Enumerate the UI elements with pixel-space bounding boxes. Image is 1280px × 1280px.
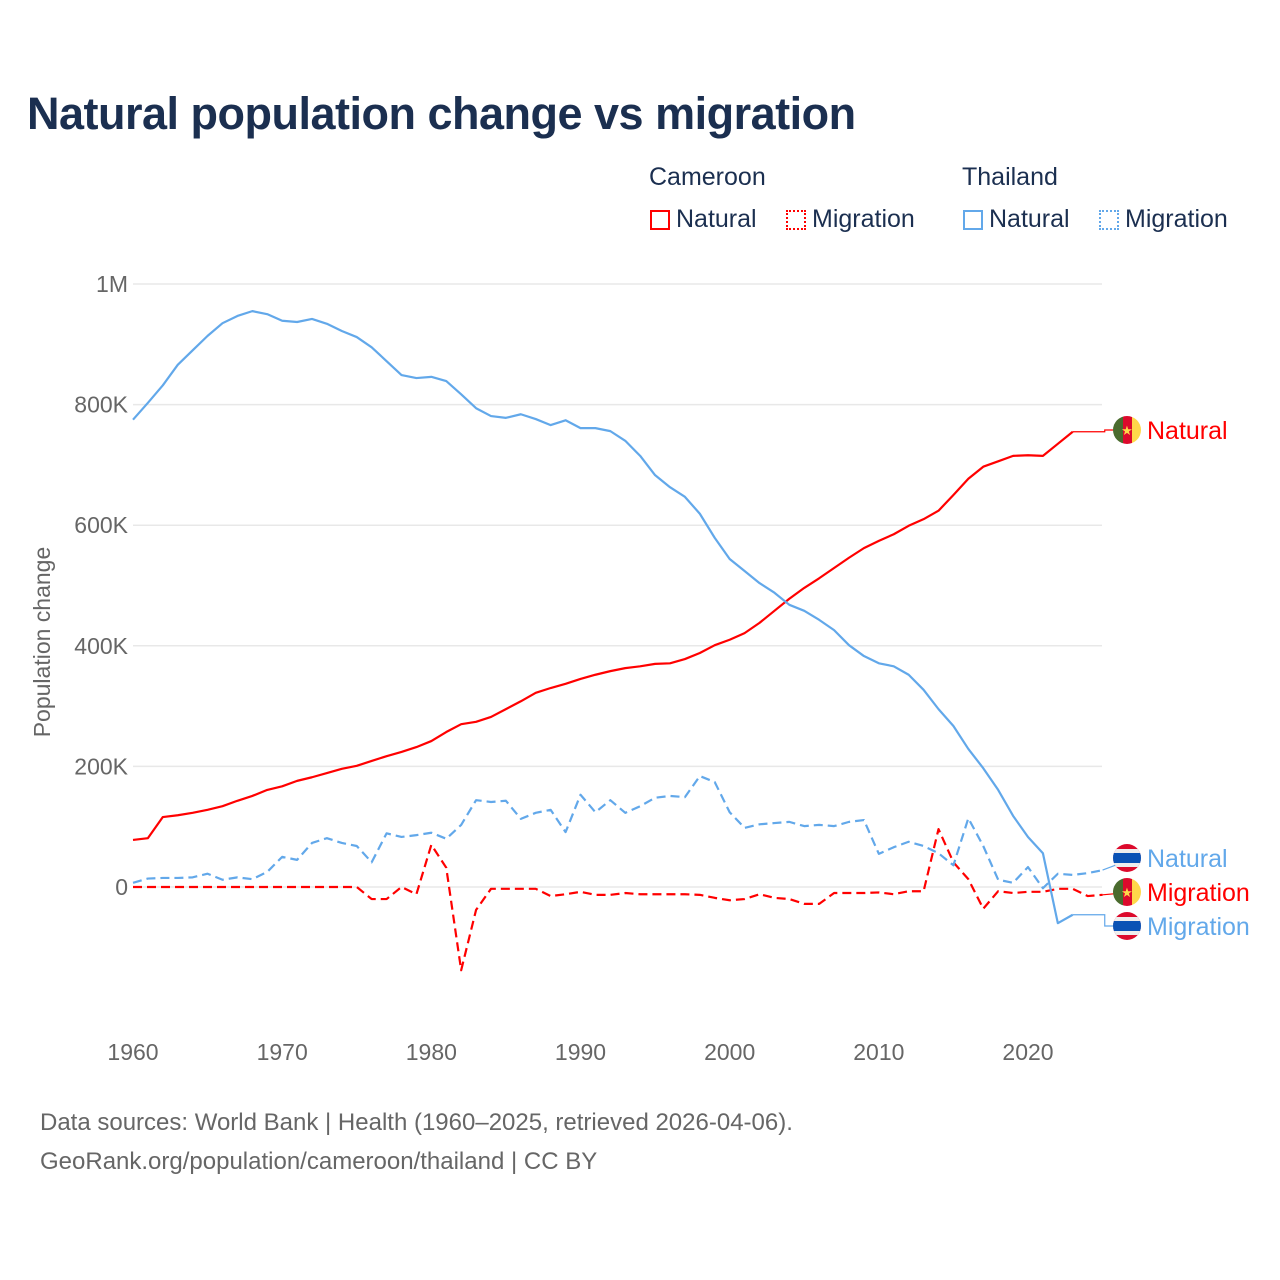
y-tick-label: 0 bbox=[115, 874, 128, 900]
x-tick-label: 2000 bbox=[704, 1039, 755, 1065]
legend-group-cameroon: Cameroon bbox=[649, 163, 766, 191]
flag-shape bbox=[1113, 844, 1141, 872]
flag-star: ★ bbox=[1121, 423, 1133, 438]
flag-star: ★ bbox=[1121, 885, 1133, 900]
flag-cameroon-icon: ★ bbox=[1113, 416, 1141, 444]
y-axis-label: Population change bbox=[29, 547, 55, 738]
flag-shape: ★ bbox=[1113, 416, 1141, 444]
y-tick-label: 800K bbox=[74, 392, 128, 418]
flag-stripe bbox=[1113, 878, 1123, 906]
legend-swatch-dotted bbox=[1099, 209, 1119, 230]
flag-stripe bbox=[1132, 878, 1141, 906]
end-label: Natural bbox=[1147, 417, 1228, 445]
legend-swatch-solid bbox=[650, 209, 670, 230]
end-label: Migration bbox=[1147, 913, 1250, 941]
footer-credit: GeoRank.org/population/cameroon/thailand… bbox=[40, 1148, 598, 1175]
legend-cameroon-migration[interactable]: Migration bbox=[786, 205, 915, 234]
end-label-connector bbox=[1072, 429, 1113, 433]
end-label: Natural bbox=[1147, 845, 1228, 873]
flag-thailand-icon bbox=[1113, 912, 1141, 940]
flag-stripe bbox=[1123, 878, 1132, 906]
legend-label: Migration bbox=[812, 205, 915, 233]
flag-shape: ★ bbox=[1113, 878, 1141, 906]
x-tick-label: 1980 bbox=[406, 1039, 457, 1065]
x-tick-label: 1960 bbox=[107, 1039, 158, 1065]
legend-swatch-solid bbox=[963, 209, 983, 230]
flag-stripe bbox=[1132, 416, 1141, 444]
flag-stripe bbox=[1113, 921, 1141, 931]
x-tick-label: 2010 bbox=[853, 1039, 904, 1065]
y-tick-label: 1M bbox=[96, 271, 128, 297]
flag-stripe bbox=[1113, 416, 1123, 444]
series-line-cameroon-migration bbox=[133, 828, 1103, 972]
flag-cameroon-icon: ★ bbox=[1113, 878, 1141, 906]
flag-stripe bbox=[1123, 416, 1132, 444]
legend-label: Natural bbox=[989, 205, 1070, 233]
legend-label: Natural bbox=[676, 205, 757, 233]
y-tick-label: 200K bbox=[74, 753, 128, 779]
x-tick-label: 2020 bbox=[1002, 1039, 1053, 1065]
y-tick-label: 400K bbox=[74, 633, 128, 659]
end-label: Migration bbox=[1147, 879, 1250, 907]
legend-group-thailand: Thailand bbox=[962, 163, 1058, 191]
legend-swatch-dotted bbox=[786, 209, 806, 230]
end-label-connector bbox=[1072, 914, 1113, 927]
legend-thailand-migration[interactable]: Migration bbox=[1099, 205, 1228, 234]
legend-label: Migration bbox=[1125, 205, 1228, 233]
flag-thailand-icon bbox=[1113, 844, 1141, 872]
series-line-cameroon-natural bbox=[132, 430, 1074, 842]
legend-thailand-natural[interactable]: Natural bbox=[963, 205, 1070, 234]
x-tick-label: 1990 bbox=[555, 1039, 606, 1065]
footer-sources: Data sources: World Bank | Health (1960–… bbox=[40, 1109, 793, 1136]
chart-title: Natural population change vs migration bbox=[27, 88, 856, 139]
legend-cameroon-natural[interactable]: Natural bbox=[650, 205, 757, 234]
flag-stripe bbox=[1113, 853, 1141, 863]
series-line-thailand-migration bbox=[132, 774, 1103, 890]
y-tick-label: 600K bbox=[74, 512, 128, 538]
flag-shape bbox=[1113, 912, 1141, 940]
x-tick-label: 1970 bbox=[257, 1039, 308, 1065]
series-line-thailand-natural bbox=[132, 310, 1074, 925]
